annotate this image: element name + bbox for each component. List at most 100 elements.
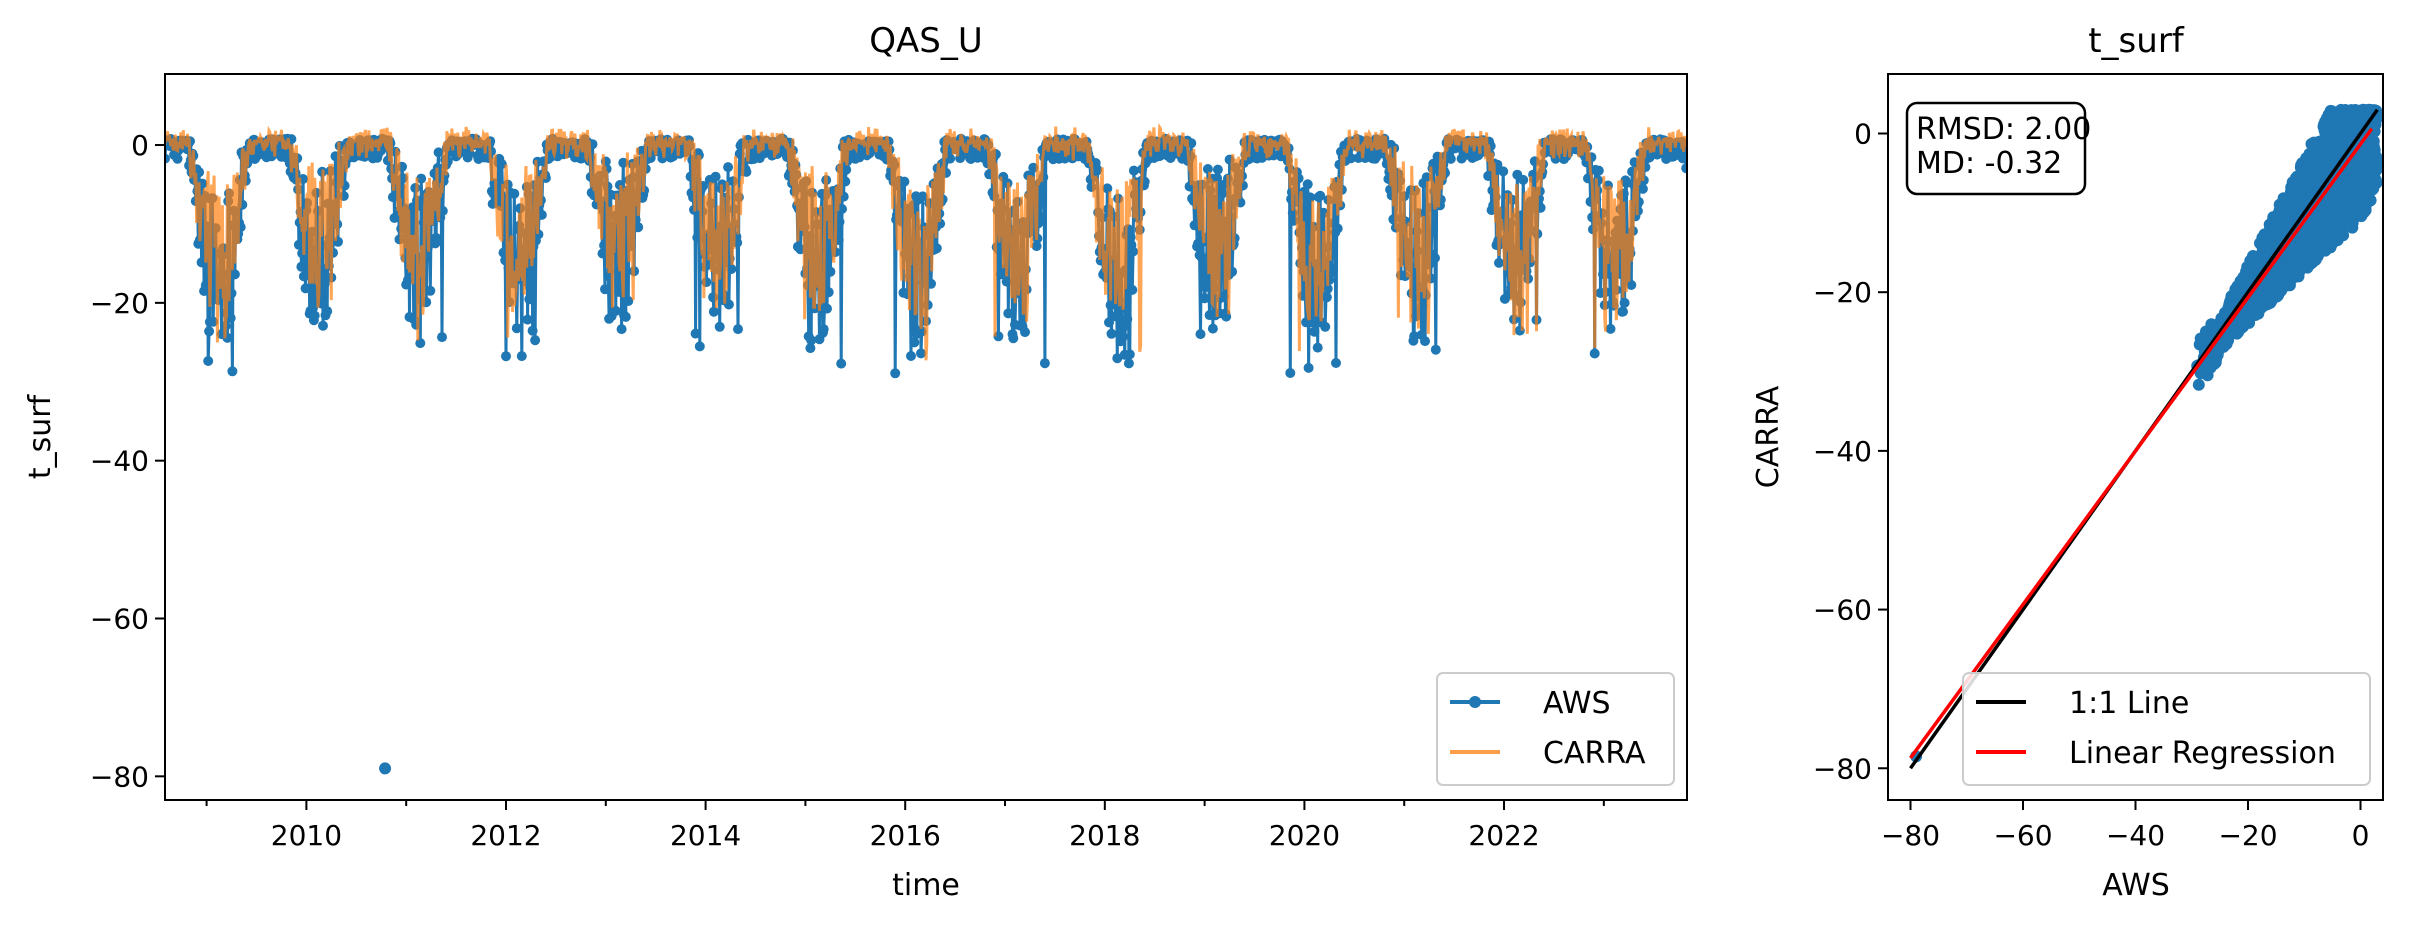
scatter-point [2241,274,2254,287]
legend-aws-label: AWS [1543,686,1611,721]
y-tick-label: −60 [90,603,149,636]
aws-point [1092,164,1103,175]
timeseries-panel: 0−20−40−60−80 2010 2012 2014 2016 2018 2020 20… [23,21,1688,903]
aws-point [319,278,330,289]
scatter-point [2347,121,2360,134]
aws-point [516,351,527,362]
aws-point [527,325,538,336]
y-tick-label: −40 [1813,435,1872,468]
aws-point [917,191,928,202]
aws-point [823,287,834,298]
stats-box: RMSD: 2.00 MD: -0.32 [1905,101,2091,196]
aws-point [597,248,608,259]
scatter-point [2324,138,2336,151]
aws-point [1483,171,1494,181]
aws-point [496,159,507,170]
scatter-point [2348,207,2361,220]
aws-point [916,348,926,359]
scatter-point [2368,125,2381,138]
x-tick-label: 2022 [1468,819,1539,852]
aws-point [1621,177,1632,188]
scatter-point [2212,344,2225,357]
scatter-title: t_surf [2088,21,2185,61]
scatter-point [2305,215,2318,228]
aws-point [525,282,536,293]
aws-point [945,153,956,164]
aws-point [1305,192,1316,203]
scatter-point [2277,222,2290,235]
aws-point [890,368,901,379]
aws-point [1301,213,1312,224]
scatter-point [2289,182,2302,195]
aws-point [425,285,436,296]
legend-aws-marker [1450,696,1500,708]
scatter-point [2296,230,2309,243]
y-tick-label: −60 [1813,594,1872,627]
scatter-point [2334,177,2347,190]
aws-point [726,264,737,274]
scatter-point [2247,250,2259,262]
scatter-point [2252,307,2265,320]
aws-point [1123,358,1134,369]
scatter-point [2355,181,2368,194]
aws-point [411,319,422,330]
x-tick-label: 2018 [1069,819,1140,852]
aws-point [708,306,719,317]
scatter-y-ticks: 0 −20 −40 −60 −80 [1813,118,1888,785]
aws-point [225,313,236,323]
scatter-point [2311,228,2324,241]
aws-point [1202,164,1213,174]
aws-point [836,358,847,369]
scatter-point [2340,109,2353,122]
x-tick-label: −20 [2218,819,2277,852]
aws-point [1498,166,1509,177]
aws-point [1212,164,1223,175]
y-tick-label: −80 [1813,752,1872,785]
scatter-data [1909,103,2383,770]
aws-point [1106,328,1117,339]
legend-identity-line-label: 1:1 Line [2069,686,2189,721]
aws-point [509,188,520,199]
scatter-point [2348,170,2361,183]
aws-point [1285,368,1296,378]
aws-point [1303,362,1314,373]
aws-point [620,311,631,322]
aws-point [525,272,536,283]
aws-point [522,314,533,325]
aws-point [1195,329,1206,340]
aws-point [690,328,701,339]
aws-point [297,248,308,259]
aws-point [1217,188,1228,199]
aws-point [1104,317,1114,328]
aws-point [1518,174,1529,185]
aws-point [1287,207,1298,218]
timeseries-frame [164,73,1688,801]
scatter-point [2303,250,2316,263]
aws-point [1445,153,1456,164]
x-tick-label: 2012 [470,819,541,852]
aws-point [415,338,426,349]
aws-point [1128,246,1139,257]
stats-rmsd: RMSD: 2.00 [1916,112,2091,147]
regression-line [1909,127,2374,759]
scatter-point [2307,136,2320,149]
scatter-point [2337,229,2350,242]
y-tick-label: −20 [1813,276,1872,309]
legend-regression-label: Linear Regression [2069,736,2336,771]
aws-point [1409,331,1420,342]
x-tick-label: −40 [2106,819,2165,852]
scatter-ylabel: CARRA [1751,385,1786,488]
scatter-point [2290,256,2303,269]
aws-point [300,283,311,294]
scatter-point [2277,272,2290,285]
x-tick-label: −80 [1881,819,1940,852]
scatter-x-ticks: −80 −60 −40 −20 0 [1881,800,2369,852]
scatter-legend: 1:1 Line Linear Regression [1962,672,2371,786]
aws-point [931,243,942,254]
aws-point [203,356,214,366]
scatter-point [2341,185,2354,198]
timeseries-legend: AWS CARRA [1436,672,1675,786]
x-tick-label: −60 [1993,819,2052,852]
scatter-point [2262,289,2275,302]
aws-point [524,294,535,305]
